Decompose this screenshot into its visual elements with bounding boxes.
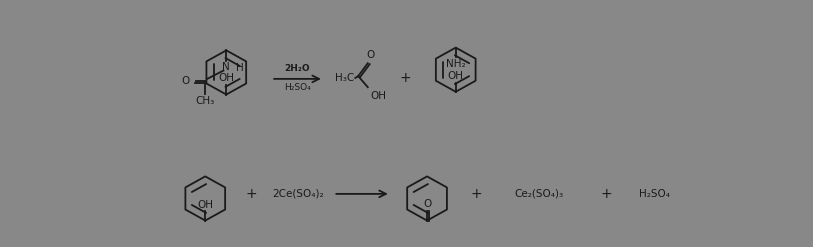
Text: 2Ce(SO₄)₂: 2Ce(SO₄)₂ xyxy=(272,189,324,199)
Text: CH₃: CH₃ xyxy=(196,96,215,106)
Text: OH: OH xyxy=(198,200,213,209)
Text: +: + xyxy=(471,187,483,201)
Text: OH: OH xyxy=(371,91,387,101)
Text: O: O xyxy=(367,50,375,60)
Text: OH: OH xyxy=(448,71,463,81)
Text: H: H xyxy=(236,63,244,73)
Text: Ce₂(SO₄)₃: Ce₂(SO₄)₃ xyxy=(515,189,563,199)
Text: H₂SO₄: H₂SO₄ xyxy=(639,189,670,199)
Text: +: + xyxy=(600,187,611,201)
Text: N: N xyxy=(223,62,230,72)
Text: O: O xyxy=(423,199,431,209)
Text: O: O xyxy=(182,76,190,86)
Text: 2H₂O: 2H₂O xyxy=(285,64,311,73)
Text: H₂SO₄: H₂SO₄ xyxy=(284,82,311,92)
Text: NH₂: NH₂ xyxy=(446,59,466,69)
Text: +: + xyxy=(246,187,257,201)
Text: H₃C: H₃C xyxy=(335,73,354,83)
Text: +: + xyxy=(399,71,411,85)
Text: OH: OH xyxy=(219,73,234,83)
